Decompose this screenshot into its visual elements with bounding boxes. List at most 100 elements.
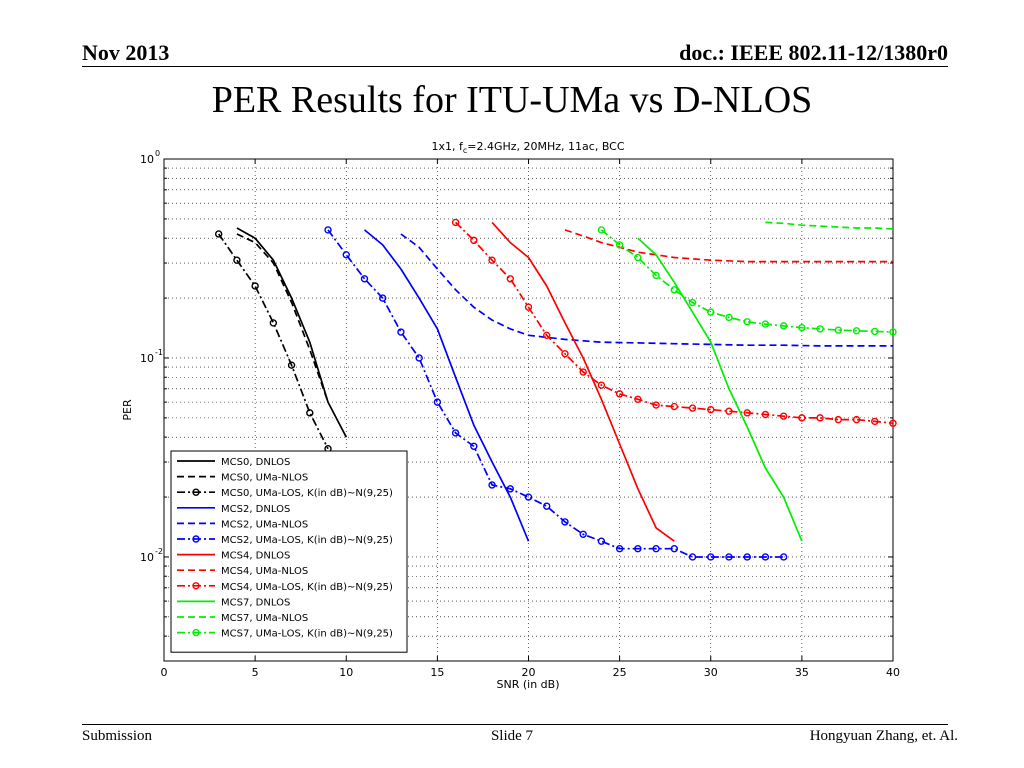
data-point	[688, 298, 697, 307]
x-tick-label: 30	[704, 666, 718, 679]
data-point	[524, 303, 533, 311]
data-point	[470, 442, 478, 450]
data-point	[561, 518, 569, 526]
series-line	[600, 229, 894, 333]
legend-marker	[192, 535, 200, 543]
data-point	[871, 417, 879, 426]
x-tick-label: 20	[522, 666, 536, 679]
x-tick-label: 40	[886, 666, 900, 679]
legend-label: MCS2, DNLOS	[221, 504, 290, 515]
y-tick-exponent: 0	[155, 149, 160, 158]
legend-box	[170, 450, 408, 653]
header-date: Nov 2013	[82, 40, 170, 65]
data-point	[779, 553, 788, 561]
legend-marker	[192, 582, 200, 590]
legend-entry: MCS7, UMa-NLOS	[177, 613, 308, 624]
legend-label: MCS4, UMa-LOS, K(in dB)~N(9,25)	[221, 582, 393, 593]
data-point	[579, 368, 587, 376]
data-point	[615, 390, 624, 398]
data-point	[597, 537, 606, 545]
data-point	[670, 545, 678, 553]
data-point	[451, 429, 460, 437]
data-point	[889, 419, 897, 427]
legend-entry: MCS2, UMa-NLOS	[177, 519, 308, 530]
series-2	[214, 230, 332, 453]
data-point	[342, 251, 350, 259]
data-point	[707, 405, 715, 414]
x-tick-label: 10	[339, 666, 353, 679]
data-point	[615, 241, 624, 249]
data-point	[652, 271, 660, 280]
legend-entry: MCS4, DNLOS	[177, 551, 290, 562]
slide-title: PER Results for ITU-UMa vs D-NLOS	[211, 79, 813, 121]
data-point	[488, 481, 496, 489]
data-point	[761, 320, 770, 328]
data-point	[397, 328, 405, 336]
legend-marker	[192, 628, 200, 637]
data-point	[816, 414, 824, 422]
series-5	[324, 226, 788, 561]
data-point	[634, 395, 642, 403]
data-point	[543, 502, 551, 510]
series-9	[637, 237, 803, 542]
series-4	[400, 233, 893, 347]
y-tick-exponent: -1	[155, 348, 163, 357]
series-line	[637, 237, 803, 542]
series-line	[218, 233, 329, 450]
data-point	[761, 553, 770, 561]
y-axis-label: PER	[121, 399, 134, 421]
data-point	[634, 545, 642, 553]
data-point	[561, 350, 569, 358]
footer-author: Hongyuan Zhang, et. Al.	[809, 728, 958, 744]
x-tick-label: 35	[795, 666, 809, 679]
data-point	[725, 407, 733, 415]
series-7	[564, 229, 893, 263]
legend-label: MCS7, DNLOS	[221, 597, 290, 608]
series-3	[363, 229, 530, 542]
data-point	[506, 275, 514, 283]
series-line	[564, 229, 893, 263]
data-point	[798, 323, 806, 332]
legend-label: MCS7, UMa-NLOS	[221, 613, 308, 624]
header-divider	[82, 66, 948, 67]
series-line	[363, 229, 530, 542]
data-point	[579, 530, 587, 538]
data-point	[470, 236, 478, 245]
data-point	[652, 545, 660, 553]
chart-legend: MCS0, DNLOS MCS0, UMa-NLOS MCS0, UMa-LOS, …	[170, 450, 408, 653]
legend-entry: MCS7, DNLOS	[177, 597, 290, 608]
legend-marker	[192, 488, 200, 496]
footer-slide-number: Slide 7	[490, 728, 534, 744]
data-point	[707, 308, 715, 316]
series-11	[597, 226, 897, 336]
data-point	[743, 553, 751, 561]
legend-entry: MCS0, UMa-LOS, K(in dB)~N(9,25)	[177, 488, 393, 499]
data-point	[652, 401, 660, 409]
data-point	[725, 553, 733, 561]
data-point	[597, 226, 606, 234]
data-point	[287, 361, 296, 369]
data-point	[834, 326, 843, 334]
data-point	[816, 325, 824, 333]
legend-entry: MCS2, UMa-LOS, K(in dB)~N(9,25)	[177, 535, 393, 546]
data-point	[852, 415, 861, 424]
legend-label: MCS7, UMa-LOS, K(in dB)~N(9,25)	[221, 629, 393, 640]
data-point	[743, 409, 751, 417]
data-point	[597, 381, 606, 389]
data-point	[506, 485, 514, 493]
data-point	[379, 294, 387, 302]
series-line	[236, 233, 329, 403]
legend-label: MCS0, DNLOS	[221, 457, 290, 468]
x-tick-label: 15	[430, 666, 444, 679]
y-tick-label: 10	[140, 153, 154, 166]
data-point	[634, 253, 642, 262]
legend-label: MCS0, UMa-NLOS	[221, 473, 308, 484]
legend-entry: MCS4, UMa-NLOS	[177, 566, 308, 577]
legend-entry: MCS0, UMa-NLOS	[177, 473, 308, 484]
data-point	[779, 412, 788, 420]
legend-entry: MCS2, DNLOS	[177, 504, 290, 515]
legend-entry: MCS0, DNLOS	[177, 457, 290, 468]
data-point	[725, 313, 733, 322]
x-tick-label: 0	[161, 666, 168, 679]
data-point	[615, 545, 624, 553]
